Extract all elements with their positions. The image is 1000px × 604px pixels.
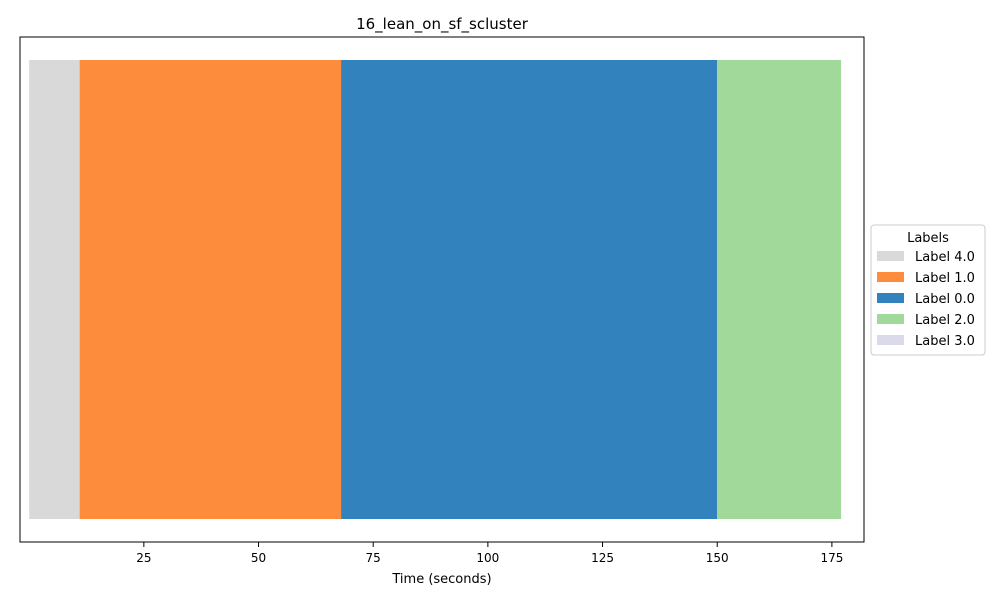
legend-swatch [877, 272, 904, 282]
x-tick-label: 25 [136, 551, 151, 565]
segment-label-1-0 [79, 60, 342, 519]
x-tick-label: 125 [591, 551, 614, 565]
legend-swatch [877, 251, 904, 261]
x-axis-label: Time (seconds) [391, 572, 491, 587]
x-tick-label: 150 [706, 551, 729, 565]
x-tick-label: 175 [820, 551, 843, 565]
legend-swatch [877, 335, 904, 345]
segment-label-0-0 [341, 60, 718, 519]
segment-label-4-0 [29, 60, 80, 519]
plot-frame [19, 36, 865, 543]
legend-label: Label 2.0 [915, 313, 975, 328]
segment-label-2-0 [717, 60, 842, 519]
x-tick-label: 100 [476, 551, 499, 565]
legend-swatch [877, 314, 904, 324]
x-tick-label: 75 [366, 551, 381, 565]
x-axis: 25 50 75 100 125 150 175 [136, 542, 843, 565]
legend-label: Label 1.0 [915, 271, 975, 286]
legend-items: Label 4.0 Label 1.0 Label 0.0 Label 2.0 Labe… [877, 250, 975, 349]
legend-title: Labels [907, 231, 949, 246]
legend-label: Label 3.0 [915, 334, 975, 349]
legend-label: Label 4.0 [915, 250, 975, 265]
legend-label: Label 0.0 [915, 292, 975, 307]
x-tick-label: 50 [251, 551, 266, 565]
chart-title: 16_lean_on_sf_scluster [356, 15, 529, 34]
segments-layer [29, 60, 842, 519]
legend-swatch [877, 293, 904, 303]
